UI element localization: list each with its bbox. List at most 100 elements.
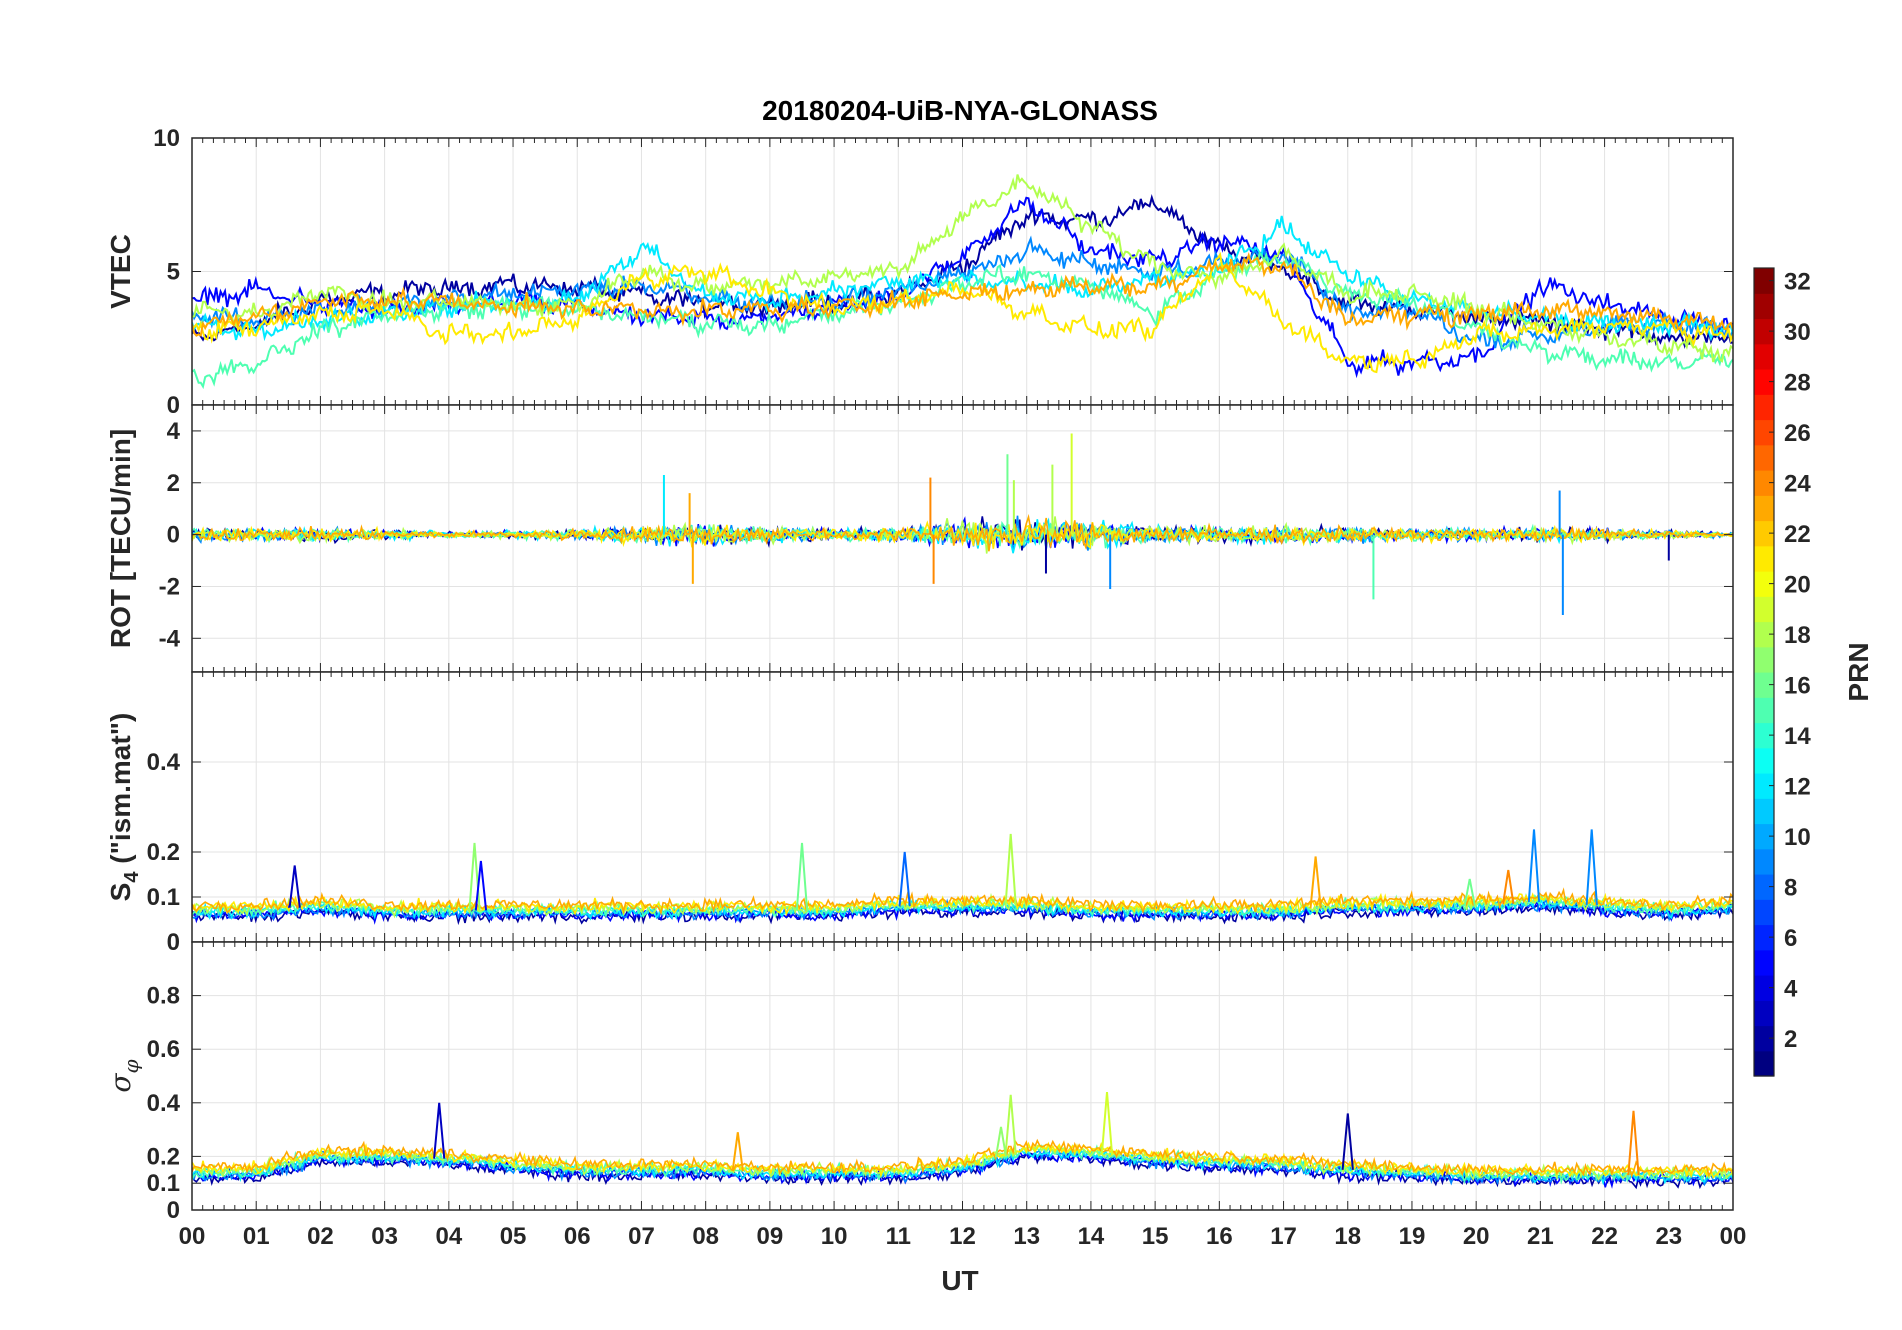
colorbar-segment [1754, 899, 1774, 926]
colorbar-segment [1754, 646, 1774, 673]
x-axis-label: UT [941, 1265, 978, 1296]
colorbar-segment [1754, 394, 1774, 421]
colorbar-segment [1754, 621, 1774, 648]
x-tick-label: 02 [307, 1223, 334, 1250]
panel-rot-traces [192, 433, 1733, 615]
y-tick-label: 10 [153, 125, 180, 152]
peak-mark [1585, 829, 1598, 906]
x-tick-label: 00 [179, 1223, 206, 1250]
colorbar-tick-label: 28 [1784, 370, 1811, 397]
chart-title: 20180204-UiB-NYA-GLONASS [762, 95, 1158, 126]
colorbar-segment [1754, 672, 1774, 698]
colorbar-segment [1754, 419, 1774, 446]
y-tick-label: 0.2 [147, 1143, 180, 1170]
peak-mark [731, 1132, 744, 1172]
panel-vtec-traces [192, 174, 1733, 390]
series-line-prn-23 [192, 513, 1733, 552]
panel-rot: -4 -2 0 2 4 ROT [TECU/min] [105, 404, 1734, 673]
x-tick-label: 19 [1399, 1223, 1426, 1250]
x-tick-label: 16 [1206, 1223, 1233, 1250]
y-tick-label: 4 [167, 418, 181, 445]
panel-vtec: 0 5 10 VTEC [105, 125, 1734, 419]
colorbar-segment [1754, 520, 1774, 547]
colorbar-tick-label: 12 [1784, 774, 1811, 801]
peak-mark [1004, 1094, 1017, 1156]
x-tick-label: 12 [949, 1223, 976, 1250]
colorbar-tick-label: 26 [1784, 420, 1811, 447]
colorbar-label: PRN [1843, 642, 1874, 701]
panel-sigma_phi-x-ticks [191, 942, 1734, 1210]
x-tick-label: 17 [1270, 1223, 1297, 1250]
panel-s4: 00.10.20.4S4 ("ism.mat") [105, 671, 1734, 956]
colorbar-segment [1754, 874, 1774, 900]
y-tick-label: 0.6 [147, 1036, 180, 1063]
colorbar-tick-label: 32 [1784, 269, 1811, 296]
x-tick-label: 09 [757, 1223, 784, 1250]
panel-sigma_phi-grid [192, 942, 1733, 1211]
panel-sigma_phi-y-label: σφ [104, 1059, 143, 1092]
y-tick-label: 0.2 [147, 839, 180, 866]
colorbar-segment [1754, 293, 1774, 320]
panel-s4-x-ticks [191, 672, 1734, 942]
panel-rot-y-label: ROT [TECU/min] [105, 429, 136, 648]
x-tick-label: 05 [500, 1223, 527, 1250]
colorbar-segment [1754, 773, 1774, 799]
colorbar-segment [1754, 722, 1774, 749]
panel-s4-traces [192, 829, 1733, 926]
y-tick-label: 0 [167, 392, 180, 419]
peak-mark [994, 1126, 1008, 1158]
y-tick-label: 2 [167, 470, 180, 497]
x-tick-label: 00 [1720, 1223, 1747, 1250]
y-label-subscript: φ [119, 1059, 143, 1073]
y-tick-label: 0 [167, 1197, 180, 1224]
x-tick-label: 23 [1655, 1223, 1682, 1250]
colorbar-segment [1754, 949, 1774, 976]
colorbar-segment [1754, 1050, 1774, 1077]
series-line-prn-23 [192, 887, 1733, 916]
x-tick-label: 04 [435, 1223, 462, 1250]
colorbar-segment [1754, 747, 1774, 774]
peak-mark [795, 842, 809, 911]
y-tick-label: 0.4 [147, 1090, 181, 1117]
colorbar-segment [1754, 848, 1774, 875]
y-tick-label: -2 [159, 573, 180, 600]
peak-mark [1100, 1092, 1114, 1156]
x-tick-label: 06 [564, 1223, 591, 1250]
colorbar-tick-label: 20 [1784, 572, 1811, 599]
x-tick-label: 07 [628, 1223, 655, 1250]
colorbar-tick-label: 24 [1784, 471, 1811, 498]
peak-mark [1341, 1113, 1354, 1170]
colorbar-tick-label: 8 [1784, 875, 1797, 902]
y-label-main: σ [104, 1073, 137, 1093]
series-line-prn-23 [192, 1138, 1733, 1179]
x-tick-label: 13 [1013, 1223, 1040, 1250]
y-tick-label: -4 [159, 625, 181, 652]
colorbar-segment [1754, 470, 1774, 496]
x-tick-label: 08 [692, 1223, 719, 1250]
colorbar-segment [1754, 268, 1774, 294]
y-tick-label: 0.8 [147, 983, 180, 1010]
peak-mark [433, 1102, 446, 1159]
y-label-subscript: 4 [121, 871, 143, 883]
x-tick-label: 10 [821, 1223, 848, 1250]
series-line-prn-21 [192, 520, 1733, 549]
panel-vtec-y-label: VTEC [105, 234, 136, 309]
peak-mark [1309, 856, 1322, 909]
peak-mark [1502, 869, 1515, 904]
colorbar-segment [1754, 1025, 1774, 1052]
colorbar-segment [1754, 318, 1774, 345]
series-line-prn-23 [192, 251, 1733, 337]
series-line-prn-21 [192, 251, 1733, 374]
peak-mark [288, 865, 301, 908]
peak-mark [474, 860, 488, 911]
peak-mark [1004, 833, 1017, 907]
x-tick-label: 01 [243, 1223, 270, 1250]
x-tick-label: 15 [1142, 1223, 1169, 1250]
peak-mark [1527, 829, 1541, 903]
peak-mark [1627, 1110, 1640, 1176]
colorbar-segment [1754, 495, 1774, 522]
colorbar-tick-label: 18 [1784, 622, 1811, 649]
